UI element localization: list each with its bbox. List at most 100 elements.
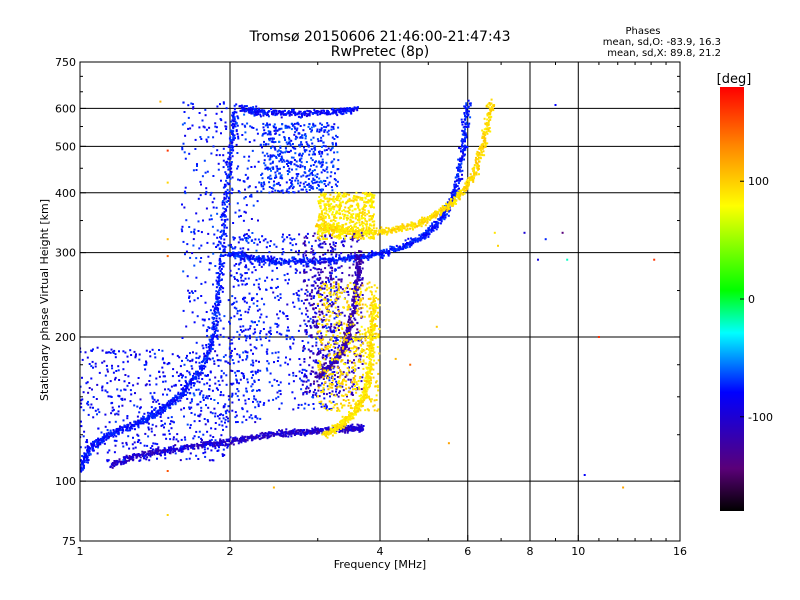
echo-point: [133, 441, 136, 444]
echo-point: [282, 261, 285, 264]
echo-point: [351, 417, 353, 420]
echo-point: [284, 109, 286, 112]
echo-point: [122, 419, 125, 422]
echo-point: [147, 454, 150, 457]
echo-point: [321, 367, 324, 370]
echo-point: [106, 459, 109, 462]
echo-point: [365, 366, 368, 369]
echo-point: [111, 367, 114, 370]
echo-point: [477, 151, 480, 154]
echo-point: [465, 180, 468, 183]
echo-point: [368, 377, 371, 380]
echo-point: [167, 446, 170, 449]
echo-point: [108, 351, 110, 354]
echo-point: [369, 255, 372, 258]
echo-point: [456, 185, 459, 188]
echo-point: [391, 249, 394, 251]
echo-point: [164, 404, 167, 407]
echo-point: [110, 402, 113, 405]
echo-point: [366, 383, 369, 386]
echo-point: [313, 431, 316, 434]
echo-point: [143, 444, 146, 447]
echo-point: [223, 183, 226, 186]
echo-point: [357, 273, 359, 276]
echo-point: [213, 307, 216, 310]
echo-point: [161, 349, 164, 352]
echo-point: [108, 421, 111, 424]
echo-point: [145, 361, 148, 364]
echo-point: [464, 140, 466, 143]
echo-point: [129, 349, 132, 352]
echo-point: [272, 257, 274, 260]
echo-point: [459, 147, 462, 150]
echo-point: [344, 431, 347, 434]
echo-point: [151, 410, 153, 413]
echo-point: [229, 252, 232, 255]
echo-point: [225, 226, 228, 229]
echo-point: [145, 363, 148, 366]
echo-point: [342, 110, 345, 113]
echo-point: [289, 111, 292, 114]
echo-point: [349, 255, 351, 258]
echo-point: [467, 184, 470, 187]
echo-point: [381, 257, 384, 260]
echo-point: [143, 418, 146, 420]
echo-point: [344, 341, 347, 343]
echo-point: [132, 456, 135, 459]
echo-point: [332, 260, 335, 262]
echo-point: [384, 251, 387, 254]
echo-point: [371, 345, 374, 348]
echo-point: [349, 418, 352, 421]
echo-point: [353, 106, 356, 109]
echo-point: [257, 256, 260, 259]
echo-point: [102, 437, 105, 440]
echo-point: [89, 406, 92, 409]
echo-point: [146, 419, 149, 422]
echo-point: [149, 414, 152, 417]
echo-point: [195, 430, 198, 433]
echo-point: [362, 256, 365, 259]
echo-point: [465, 110, 468, 113]
echo-point: [341, 349, 344, 352]
echo-point: [217, 291, 219, 294]
echo-point: [105, 438, 108, 441]
echo-point: [482, 135, 485, 138]
echo-point: [334, 226, 337, 229]
echo-point: [333, 430, 336, 433]
echo-point: [221, 224, 224, 227]
echo-point: [209, 441, 212, 444]
echo-point: [473, 164, 476, 167]
echo-point: [406, 243, 409, 246]
echo-point: [287, 260, 290, 263]
echo-point: [360, 269, 363, 272]
echo-point: [356, 109, 359, 112]
echo-point: [180, 408, 183, 411]
echo-point: [153, 453, 156, 456]
echo-point: [454, 180, 456, 183]
echo-point: [483, 154, 486, 157]
echo-point: [333, 111, 336, 114]
echo-point: [239, 251, 242, 254]
echo-point: [172, 446, 175, 449]
echo-point: [202, 452, 205, 455]
echo-point: [251, 437, 254, 440]
echo-point: [440, 212, 443, 215]
echo-point: [313, 109, 316, 112]
echo-point: [311, 427, 314, 430]
echo-point: [232, 145, 235, 148]
echo-point: [350, 108, 353, 111]
echo-point: [332, 424, 335, 427]
echo-point: [293, 428, 296, 431]
echo-point: [109, 380, 112, 383]
echo-point: [212, 326, 215, 329]
echo-point: [139, 406, 142, 409]
echo-point: [280, 112, 283, 115]
echo-point: [287, 263, 290, 265]
echo-point: [110, 463, 113, 466]
echo-point: [370, 338, 373, 341]
echo-point: [288, 114, 291, 117]
echo-point: [113, 462, 116, 465]
echo-point: [467, 124, 470, 127]
echo-point: [394, 249, 397, 252]
echo-point: [395, 225, 398, 228]
